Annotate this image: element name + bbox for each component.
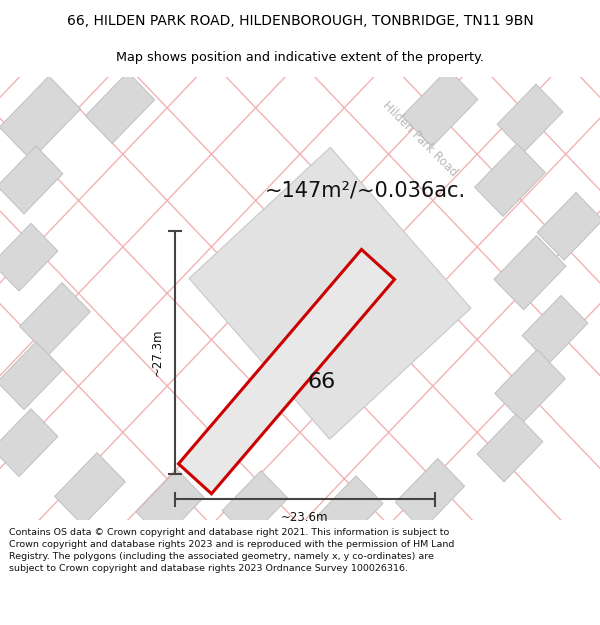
Text: ~27.3m: ~27.3m [151,329,163,376]
Polygon shape [494,349,565,423]
Polygon shape [537,192,600,260]
Text: ~23.6m: ~23.6m [281,511,329,524]
Text: ~147m²/~0.036ac.: ~147m²/~0.036ac. [265,180,466,200]
Polygon shape [317,476,383,544]
Polygon shape [0,342,63,409]
Polygon shape [497,84,563,152]
Polygon shape [0,76,80,160]
Polygon shape [477,414,543,482]
Text: Hilden Park Road: Hilden Park Road [380,99,460,179]
Polygon shape [55,452,125,526]
Polygon shape [222,471,288,538]
Polygon shape [0,223,58,291]
Polygon shape [0,146,63,214]
Polygon shape [395,459,464,530]
Polygon shape [522,296,588,363]
Polygon shape [85,72,155,144]
Polygon shape [494,236,566,310]
Text: Map shows position and indicative extent of the property.: Map shows position and indicative extent… [116,51,484,64]
Polygon shape [0,409,58,477]
Polygon shape [402,69,478,147]
Polygon shape [178,249,395,494]
Text: 66, HILDEN PARK ROAD, HILDENBOROUGH, TONBRIDGE, TN11 9BN: 66, HILDEN PARK ROAD, HILDENBOROUGH, TON… [67,14,533,28]
Polygon shape [136,469,204,539]
Polygon shape [20,282,91,356]
Text: Contains OS data © Crown copyright and database right 2021. This information is : Contains OS data © Crown copyright and d… [9,528,454,572]
Polygon shape [189,148,471,439]
Polygon shape [475,144,545,216]
Text: 66: 66 [307,372,335,392]
